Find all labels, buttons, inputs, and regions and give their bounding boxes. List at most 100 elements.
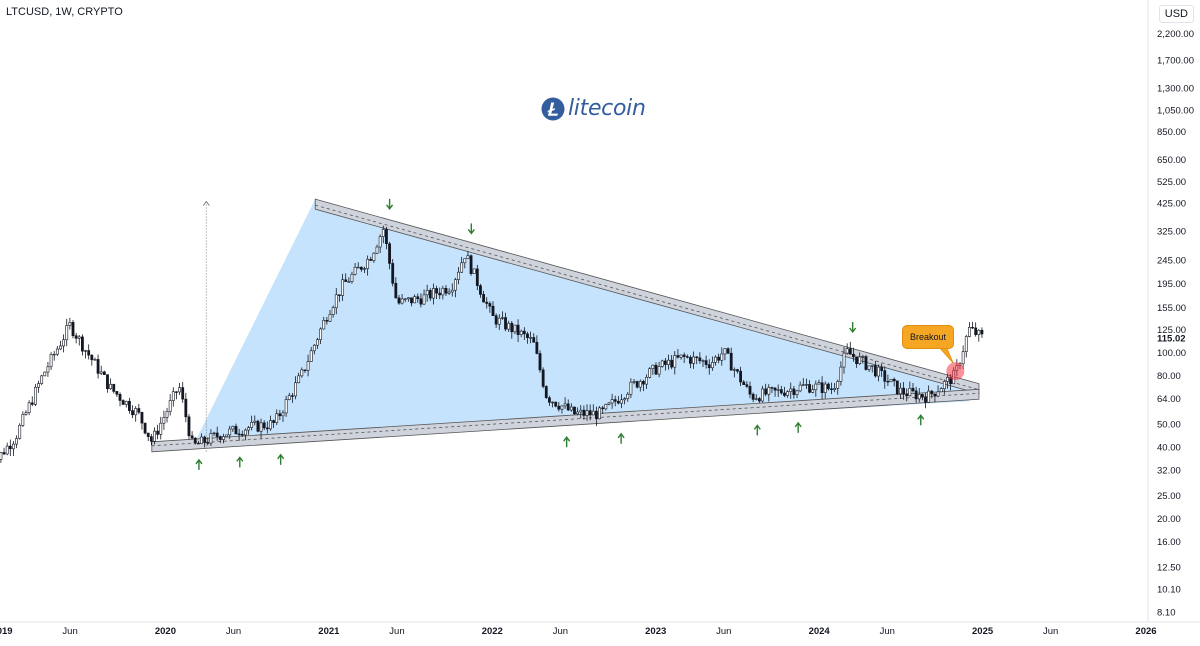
- candle-body: [171, 391, 175, 401]
- candle-body: [936, 391, 940, 397]
- y-tick-label: 10.10: [1157, 584, 1181, 595]
- candle-body: [613, 399, 617, 402]
- candle-body: [560, 405, 564, 410]
- candle-body: [146, 432, 150, 437]
- candle-body: [682, 354, 686, 357]
- y-tick-label: 40.00: [1157, 443, 1181, 454]
- candle-body: [588, 410, 592, 416]
- candle-body: [795, 390, 799, 395]
- y-tick-label: 1,050.00: [1157, 105, 1194, 116]
- candle-body: [450, 289, 454, 293]
- candle-body: [331, 307, 335, 315]
- candle-body: [99, 371, 103, 374]
- candle-body: [62, 339, 66, 347]
- candle-body: [968, 326, 971, 337]
- candle-body: [873, 365, 877, 377]
- candle-body: [112, 383, 116, 392]
- candle-body: [532, 337, 536, 343]
- y-axis: 2,200.00 1,700.00 1,300.00 1,050.00 850.00 65…: [1147, 0, 1194, 622]
- candle-body: [278, 413, 282, 417]
- x-tick-label: 2020: [155, 626, 176, 637]
- candle-body: [870, 365, 874, 367]
- candle-body: [369, 258, 373, 261]
- candle-body: [817, 382, 821, 385]
- candle-body: [714, 356, 717, 363]
- candle-body: [388, 243, 391, 264]
- x-tick-label: 2026: [1135, 626, 1156, 637]
- candle-body: [447, 291, 451, 294]
- candle-body: [895, 380, 899, 395]
- candle-body: [745, 384, 749, 387]
- x-tick-label: Jun: [226, 626, 241, 637]
- candle-body: [250, 422, 254, 428]
- candle-body: [820, 382, 824, 393]
- x-tick-label: Jun: [880, 626, 895, 637]
- candle-body: [751, 393, 755, 400]
- up-arrow-head: [195, 458, 203, 465]
- candle-body: [74, 335, 78, 339]
- candle-body: [149, 436, 153, 442]
- candle-body: [497, 317, 501, 325]
- candle-body: [980, 329, 984, 335]
- candle-body: [667, 359, 670, 365]
- candle-body: [867, 365, 871, 370]
- candle-body: [237, 433, 241, 436]
- x-axis: 2019 Jun 2020 Jun 2021 Jun 2022 Jun 2023 Jun 2024 J…: [0, 621, 1200, 637]
- candle-body: [889, 378, 893, 383]
- litecoin-icon: [541, 97, 565, 120]
- candle-body: [830, 388, 833, 390]
- candle-body: [106, 374, 109, 390]
- candle-body: [96, 359, 100, 374]
- candle-body: [168, 400, 172, 412]
- candle-body: [826, 383, 830, 390]
- y-tick-label: 650.00: [1157, 155, 1186, 166]
- candle-body: [234, 426, 238, 435]
- candle-body: [485, 301, 489, 304]
- candle-body: [156, 430, 160, 435]
- candle-body: [579, 409, 583, 413]
- candle-body: [610, 399, 614, 404]
- candle-body: [776, 389, 780, 391]
- candle-body: [616, 400, 620, 404]
- candle-body: [228, 428, 232, 436]
- candle-body: [347, 281, 351, 283]
- candle-body: [660, 360, 664, 367]
- breakout-callout: Breakout: [902, 325, 954, 349]
- x-tick-label: 2022: [482, 626, 503, 637]
- candle-body: [786, 391, 790, 396]
- candle-body: [689, 357, 692, 364]
- candle-body: [316, 339, 319, 346]
- candle-body: [638, 381, 642, 388]
- down-arrow-head: [386, 204, 394, 211]
- candle-body: [21, 414, 25, 426]
- candle-body: [488, 303, 492, 307]
- candle-body: [303, 369, 307, 371]
- candle-body: [49, 354, 53, 368]
- candle-body: [648, 368, 652, 378]
- candle-body: [338, 294, 341, 296]
- candle-body: [215, 432, 219, 437]
- candle-body: [121, 400, 125, 405]
- candle-body: [453, 279, 457, 291]
- x-tick-label: Jun: [389, 626, 404, 637]
- candle-body: [37, 383, 40, 388]
- candle-body: [905, 393, 909, 397]
- currency-badge[interactable]: USD: [1158, 5, 1194, 23]
- candle-body: [877, 366, 880, 377]
- candle-body: [413, 296, 417, 304]
- candle-body: [642, 381, 645, 385]
- candle-body: [419, 298, 423, 305]
- support-midline: [151, 392, 979, 447]
- resistance-midline: [315, 204, 980, 391]
- candle-body: [504, 317, 507, 330]
- candle-body: [422, 294, 426, 305]
- candle-body: [287, 395, 291, 400]
- candle-body: [855, 356, 858, 364]
- candle-body: [591, 410, 595, 416]
- candle-body: [460, 262, 464, 273]
- candle-body: [350, 274, 354, 282]
- candle-body: [848, 348, 852, 355]
- candle-body: [18, 424, 22, 439]
- candle-body: [109, 383, 113, 390]
- candle-body: [761, 388, 764, 402]
